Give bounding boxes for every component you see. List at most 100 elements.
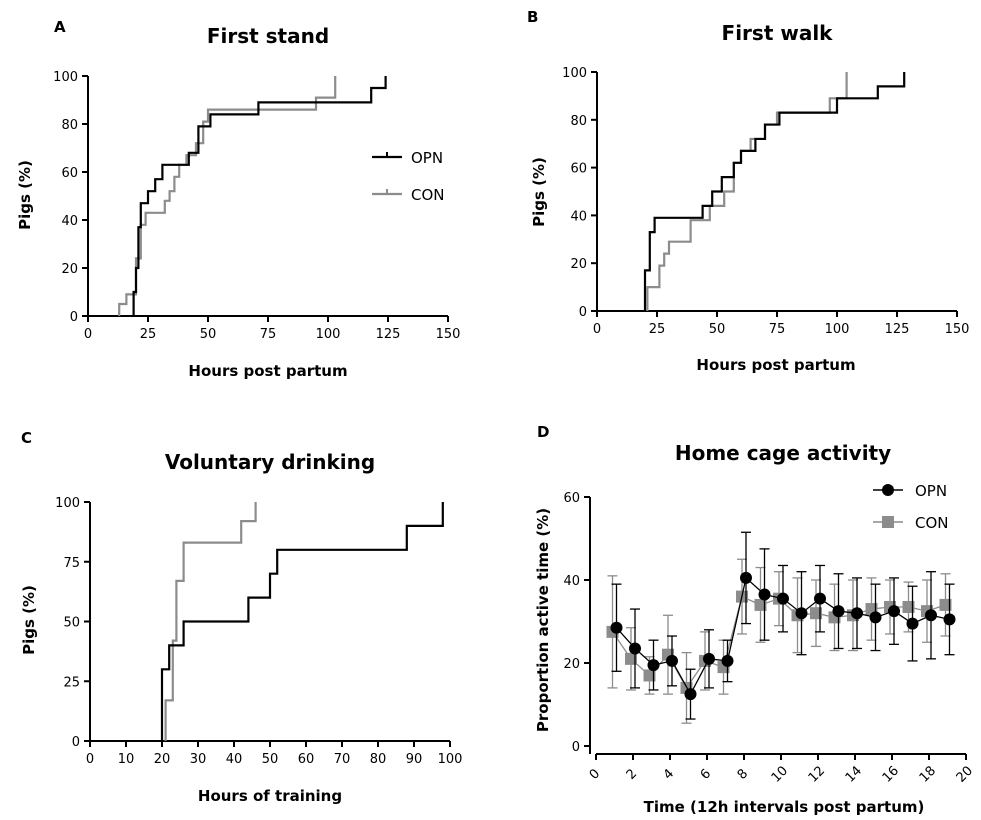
legend-marker-con bbox=[882, 516, 894, 528]
panel-d-x-tick-label: 2 bbox=[624, 766, 640, 782]
panel-a-series-con bbox=[119, 76, 335, 316]
panel-a-title: First stand bbox=[207, 24, 329, 48]
panel-d-x-tick-label: 10 bbox=[769, 763, 791, 785]
panel-a-y-tick-label: 80 bbox=[61, 118, 78, 133]
panel-d-series-opn-point bbox=[833, 605, 845, 617]
panel-a-y-tick-label: 0 bbox=[70, 310, 78, 325]
panel-d-series-opn-point bbox=[703, 653, 715, 665]
legend-label-con: CON bbox=[411, 186, 445, 204]
panel-d-series-con bbox=[607, 559, 952, 723]
panel-d-x-tick-label: 20 bbox=[954, 763, 976, 785]
panel-d-xlabel: Time (12h intervals post partum) bbox=[644, 798, 925, 816]
panel-b-series-con bbox=[647, 72, 846, 311]
panel-a: A First stand Hours post partum Pigs (%)… bbox=[16, 18, 460, 380]
panel-d-x-tick-label: 12 bbox=[806, 763, 828, 785]
panel-c: C Voluntary drinking Hours of training P… bbox=[20, 429, 462, 805]
panel-d-x-tick-label: 16 bbox=[880, 763, 902, 785]
panel-d-series-opn-point bbox=[648, 659, 660, 671]
panel-c-x-tick-label: 80 bbox=[370, 752, 387, 767]
panel-a-x-tick-label: 50 bbox=[200, 327, 217, 342]
panel-d-series-opn-point bbox=[666, 655, 678, 667]
legend-label-opn: OPN bbox=[411, 149, 443, 167]
panel-b-y-tick-label: 80 bbox=[570, 114, 587, 129]
panel-c-y-tick-label: 50 bbox=[63, 616, 80, 631]
panel-d-y-tick-label: 60 bbox=[563, 491, 580, 506]
panel-d-series-opn-point bbox=[888, 605, 900, 617]
panel-b: B First walk Hours post partum Pigs (%) … bbox=[527, 8, 969, 374]
panel-c-x-tick-label: 70 bbox=[334, 752, 351, 767]
panel-b-ylabel: Pigs (%) bbox=[530, 157, 548, 227]
panel-a-series-opn bbox=[134, 76, 386, 316]
panel-a-x-tick-label: 0 bbox=[84, 327, 92, 342]
panel-c-x-tick-label: 100 bbox=[438, 752, 463, 767]
panel-d-series-opn-point bbox=[759, 589, 771, 601]
panel-a-y-tick-label: 20 bbox=[61, 262, 78, 277]
legend-marker-opn bbox=[882, 484, 894, 496]
panel-b-y-tick-label: 40 bbox=[570, 209, 587, 224]
panel-c-x-tick-label: 30 bbox=[190, 752, 207, 767]
panel-b-x-tick-label: 100 bbox=[825, 322, 850, 337]
panel-d-title: Home cage activity bbox=[675, 441, 891, 465]
panel-b-x-tick-label: 75 bbox=[769, 322, 786, 337]
panel-a-x-tick-label: 25 bbox=[140, 327, 157, 342]
panel-b-y-tick-label: 0 bbox=[579, 305, 587, 320]
panel-b-x-tick-label: 50 bbox=[709, 322, 726, 337]
panel-d-ylabel: Proportion active time (%) bbox=[534, 508, 552, 732]
panel-d-series-opn-point bbox=[611, 622, 623, 634]
panel-a-x-tick-label: 75 bbox=[260, 327, 277, 342]
panel-a-y-tick-label: 60 bbox=[61, 166, 78, 181]
panel-b-title: First walk bbox=[722, 21, 834, 45]
legend-label-opn: OPN bbox=[915, 482, 947, 500]
panel-b-xlabel: Hours post partum bbox=[696, 356, 855, 374]
panel-b-y-tick-label: 60 bbox=[570, 162, 587, 177]
panel-d-series-opn-point bbox=[629, 642, 641, 654]
panel-d-series-opn-point bbox=[907, 618, 919, 630]
panel-d-x-tick-label: 6 bbox=[698, 766, 714, 782]
panel-d-series-opn-point bbox=[870, 611, 882, 623]
panel-d-series-opn-point bbox=[814, 593, 826, 605]
panel-d-y-tick-label: 20 bbox=[563, 657, 580, 672]
panel-c-x-tick-label: 10 bbox=[118, 752, 135, 767]
panel-d-y-tick-label: 40 bbox=[563, 574, 580, 589]
panel-d: D Home cage activity Time (12h intervals… bbox=[534, 423, 976, 816]
panel-a-letter: A bbox=[54, 18, 66, 36]
panel-c-series-opn bbox=[162, 502, 443, 741]
panel-d-series-opn-point bbox=[796, 607, 808, 619]
panel-a-y-tick-label: 100 bbox=[53, 70, 78, 85]
panel-d-series-opn-point bbox=[944, 613, 956, 625]
panel-d-x-tick-label: 0 bbox=[587, 766, 603, 782]
panel-b-x-tick-label: 125 bbox=[885, 322, 910, 337]
panel-b-y-tick-label: 100 bbox=[562, 66, 587, 81]
panel-c-x-tick-label: 50 bbox=[262, 752, 279, 767]
panel-d-x-tick-label: 8 bbox=[735, 766, 751, 782]
panel-d-series-opn-point bbox=[777, 593, 789, 605]
panel-a-x-tick-label: 150 bbox=[436, 327, 461, 342]
panel-d-series-opn-point bbox=[851, 607, 863, 619]
panel-c-x-tick-label: 20 bbox=[154, 752, 171, 767]
panel-c-y-tick-label: 75 bbox=[63, 556, 80, 571]
panel-b-series-opn bbox=[645, 72, 904, 311]
panel-c-x-tick-label: 0 bbox=[86, 752, 94, 767]
panel-d-x-tick-label: 18 bbox=[917, 763, 939, 785]
panel-c-y-tick-label: 0 bbox=[72, 735, 80, 750]
panel-a-ylabel: Pigs (%) bbox=[16, 160, 34, 230]
legend-label-con: CON bbox=[915, 514, 949, 532]
panel-c-y-tick-label: 25 bbox=[63, 675, 80, 690]
panel-d-series-opn-point bbox=[740, 572, 752, 584]
panel-d-letter: D bbox=[537, 423, 549, 441]
panel-d-series-opn-point bbox=[685, 688, 697, 700]
panel-c-x-tick-label: 60 bbox=[298, 752, 315, 767]
panel-a-x-tick-label: 100 bbox=[316, 327, 341, 342]
panel-c-x-tick-label: 90 bbox=[406, 752, 423, 767]
panel-b-x-tick-label: 0 bbox=[593, 322, 601, 337]
panel-a-xlabel: Hours post partum bbox=[188, 362, 347, 380]
panel-a-x-tick-label: 125 bbox=[376, 327, 401, 342]
panel-c-letter: C bbox=[21, 429, 32, 447]
panel-b-y-tick-label: 20 bbox=[570, 257, 587, 272]
panel-b-x-tick-label: 150 bbox=[945, 322, 970, 337]
panel-d-legend: OPN CON bbox=[873, 482, 949, 532]
panel-d-y-tick-label: 0 bbox=[572, 740, 580, 755]
panel-d-series-opn-point bbox=[722, 655, 734, 667]
panel-b-letter: B bbox=[527, 8, 538, 26]
